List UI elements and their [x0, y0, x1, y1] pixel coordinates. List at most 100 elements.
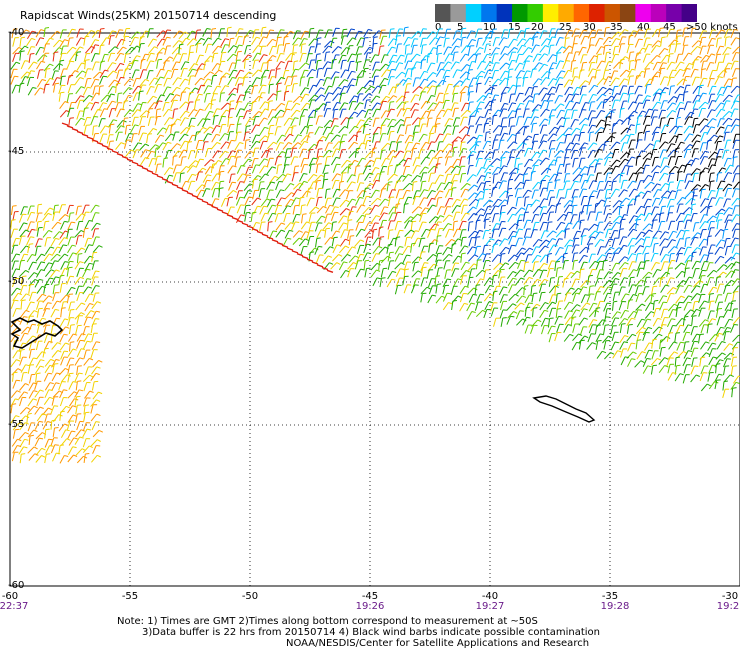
wind-barb: [91, 260, 96, 270]
wind-barb-flag: [481, 167, 486, 169]
wind-barb-flag: [441, 109, 446, 112]
wind-barb-flag: [129, 109, 134, 113]
wind-barb: [379, 133, 383, 143]
wind-barb: [546, 230, 554, 238]
wind-barb-flag: [12, 205, 17, 207]
wind-barb-flag: [583, 29, 588, 32]
wind-barb: [613, 61, 620, 69]
wind-barb-flag: [120, 62, 125, 66]
wind-barb: [484, 132, 487, 142]
wind-barb: [523, 197, 526, 207]
wind-barb-flag: [406, 107, 411, 110]
wind-barb-flag: [337, 86, 342, 90]
wind-barb: [380, 95, 387, 104]
wind-barb: [212, 85, 218, 95]
wind-barb: [314, 246, 319, 255]
wind-barb: [260, 27, 263, 37]
wind-barb: [218, 76, 223, 86]
wind-barb: [684, 276, 690, 286]
wind-barb-flag: [695, 157, 700, 160]
wind-barb: [690, 69, 695, 78]
wind-barb: [170, 94, 177, 103]
wind-barb: [651, 165, 658, 173]
wind-barb: [235, 28, 240, 38]
wind-barb: [123, 78, 131, 86]
wind-barb-flag: [300, 115, 305, 117]
wind-barb: [355, 228, 362, 237]
wind-barb-flag: [190, 125, 195, 128]
wind-barb: [163, 167, 170, 176]
wind-barb: [589, 261, 596, 269]
wind-barb-flag: [528, 86, 533, 89]
wind-barb: [53, 83, 56, 93]
wind-barb-flag: [615, 262, 620, 265]
wind-barb: [715, 188, 720, 198]
wind-barb-flag: [671, 143, 676, 146]
wind-barb: [581, 205, 585, 215]
wind-barb: [540, 167, 548, 175]
wind-barb: [571, 102, 577, 111]
wind-barb-flag: [265, 69, 270, 72]
wind-barb: [722, 53, 726, 63]
wind-barb: [53, 39, 60, 48]
wind-barb-flag: [463, 148, 468, 150]
wind-barb: [372, 126, 379, 136]
wind-barb-flag: [343, 215, 348, 218]
wind-barb: [643, 143, 651, 151]
wind-barb: [43, 221, 46, 231]
wind-barb-flag: [576, 86, 582, 89]
wind-barb-flag: [456, 158, 461, 161]
wind-barb: [290, 117, 296, 127]
wind-barb-flag: [120, 76, 125, 79]
wind-barb: [59, 110, 67, 118]
wind-barb: [578, 142, 585, 151]
wind-barb: [387, 95, 394, 103]
wind-barb-flag: [263, 54, 268, 57]
wind-barb-flag: [632, 180, 637, 183]
wind-barb: [266, 29, 271, 39]
wind-barb: [459, 53, 466, 62]
wind-barb-flag: [94, 44, 100, 46]
wind-barb: [315, 140, 320, 150]
wind-barb-flag: [632, 261, 637, 263]
wind-barb: [675, 270, 683, 279]
wind-barb: [378, 46, 381, 56]
wind-barb-flag: [287, 237, 292, 240]
wind-barb: [244, 151, 251, 159]
wind-barb: [364, 230, 371, 238]
wind-barb-flag: [262, 26, 267, 29]
wind-barb-flag: [638, 94, 643, 96]
wind-barb-flag: [615, 221, 621, 224]
wind-barb-flag: [623, 92, 628, 95]
wind-barb-flag: [202, 127, 207, 130]
wind-barb: [258, 54, 265, 63]
wind-barb: [714, 54, 718, 64]
wind-barb-flag: [681, 262, 686, 266]
wind-barb: [203, 85, 209, 94]
wind-barb-flag: [575, 93, 580, 96]
wind-barb: [692, 86, 699, 94]
wind-barb: [162, 142, 169, 151]
wind-barb-flag: [525, 27, 530, 30]
wind-barb: [348, 95, 355, 104]
wind-barb-flag: [469, 221, 474, 223]
wind-barb: [667, 96, 675, 104]
wind-barb: [498, 212, 502, 222]
wind-barb-flag: [584, 35, 589, 38]
wind-barb-flag: [241, 165, 246, 167]
wind-barb: [698, 101, 706, 109]
wind-barb-flag: [568, 127, 573, 130]
wind-barb: [314, 43, 318, 54]
wind-barb-flag: [154, 46, 159, 49]
wind-barb: [706, 118, 714, 126]
wind-barb-flag: [570, 271, 575, 275]
wind-barb-flag: [209, 110, 214, 113]
wind-barb-flag: [80, 37, 85, 40]
wind-barb: [388, 206, 395, 215]
wind-barb: [444, 29, 448, 39]
wind-barb: [226, 53, 234, 62]
wind-barb: [554, 247, 561, 256]
wind-barb: [84, 263, 90, 272]
wind-barb-flag: [516, 132, 521, 134]
wind-barb: [620, 100, 624, 110]
